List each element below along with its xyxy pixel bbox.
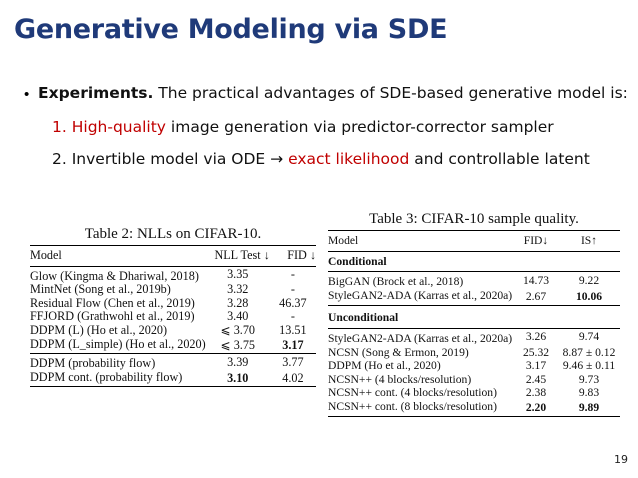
list-item-2: 2. Invertible model via ODE → exact like… (52, 150, 590, 168)
list-text: image generation via predictor-corrector… (165, 118, 554, 136)
table-cell: StyleGAN2-ADA (Karras et al., 2020a) (328, 288, 514, 307)
table-cell: DDPM (Ho et al., 2020) (328, 359, 441, 373)
table-body-group-1: Glow (Kingma & Dhariwal, 2018) 3.35 - Mint… (30, 266, 316, 354)
column-header: FID ↓ (269, 245, 316, 267)
table-cell: - (290, 282, 295, 297)
table-cell: 2.20 (514, 399, 558, 417)
table-cell: 10.06 (558, 288, 620, 307)
table-body-group-2: DDPM (probability flow) 3.39 3.77 DDPM con… (30, 353, 316, 388)
table-cell: 3.17 (525, 359, 547, 373)
page-number: 19 (614, 453, 628, 466)
table-row: DDPM (probability flow) 3.39 3.77 (30, 353, 316, 371)
table-row: StyleGAN2-ADA (Karras et al., 2020a) 3.26… (328, 328, 620, 345)
table-cell: 25.32 (522, 345, 550, 359)
bullet-dot: • (24, 86, 30, 103)
table-cell: 9.74 (578, 330, 600, 344)
table-cell: MintNet (Song et al., 2019b) (30, 282, 171, 297)
table-cell: NCSN++ (4 blocks/resolution) (328, 372, 472, 386)
table-2: Table 2: NLLs on CIFAR-10. Model NLL Tes… (30, 226, 316, 388)
table-cell: 3.77 (269, 353, 316, 371)
table-cell: ⩽ 3.70 (220, 322, 256, 337)
list-text: Invertible model via ODE → (71, 150, 289, 168)
table-cell: 3.32 (227, 282, 249, 297)
table-cell: 3.35 (227, 267, 249, 282)
highlight-text: High-quality (71, 118, 166, 136)
table-cell: Glow (Kingma & Dhariwal, 2018) (30, 268, 199, 283)
table-cell: - (290, 267, 295, 282)
table-cell: 46.37 (279, 295, 307, 310)
table-cell: 9.73 (578, 372, 600, 386)
table-cell: StyleGAN2-ADA (Karras et al., 2020a) (328, 331, 513, 345)
table-row: NCSN++ cont. (8 blocks/resolution) 2.20 9.… (328, 399, 620, 417)
list-text: and controllable latent (409, 150, 590, 168)
table-cell: FFJORD (Grathwohl et al., 2019) (30, 309, 195, 324)
column-header: NLL Test ↓ (205, 245, 270, 267)
table-cell: - (290, 309, 295, 324)
table-row: Glow (Kingma & Dhariwal, 2018) 3.35 - (30, 266, 316, 283)
highlight-text: exact likelihood (288, 150, 410, 168)
table-cell: 9.22 (578, 273, 600, 287)
table-cell: 2.45 (525, 372, 547, 386)
table-row: BigGAN (Brock et al., 2018) 14.73 9.22 (328, 272, 620, 289)
table-cell: NCSN++ cont. (8 blocks/resolution) (328, 399, 514, 417)
table-cell: 2.38 (525, 386, 547, 400)
slide-title: Generative Modeling via SDE (14, 14, 448, 45)
column-header: Model (30, 245, 206, 267)
column-header: IS↑ (558, 230, 620, 252)
table-cell: NCSN (Song & Ermon, 2019) (328, 345, 469, 359)
table-caption: Table 2: NLLs on CIFAR-10. (84, 226, 262, 242)
table-cell: Residual Flow (Chen et al., 2019) (30, 295, 195, 310)
sample-quality-table: Model FID↓ IS↑ Conditional BigGAN (Brock… (328, 230, 620, 417)
table-cell: 14.73 (522, 273, 550, 287)
table-cell: NCSN++ cont. (4 blocks/resolution) (328, 386, 497, 400)
table-cell: 2.67 (514, 288, 558, 307)
table-row: NCSN++ (4 blocks/resolution) 2.45 9.73 (328, 373, 620, 387)
section-row: Conditional (328, 251, 620, 273)
table-row: Residual Flow (Chen et al., 2019) 3.28 46.… (30, 295, 316, 311)
nll-table: Model NLL Test ↓ FID ↓ Glow (Kingma & Dh… (30, 245, 316, 388)
table-cell: DDPM (L) (Ho et al., 2020) (30, 322, 168, 337)
table-cell: 3.10 (205, 370, 270, 388)
table-row: MintNet (Song et al., 2019b) 3.32 - (30, 283, 316, 297)
table-caption: Table 3: CIFAR-10 sample quality. (369, 211, 579, 227)
table-cell: 9.46 ± 0.11 (562, 359, 616, 373)
column-header: Model (328, 230, 514, 252)
table-3: Table 3: CIFAR-10 sample quality. Model … (328, 211, 620, 417)
table-cell: 13.51 (279, 322, 307, 337)
table-cell: BigGAN (Brock et al., 2018) (328, 275, 464, 289)
table-cell: DDPM (L_simple) (Ho et al., 2020) (30, 336, 206, 351)
table-cell: ⩽ 3.75 (220, 337, 256, 352)
section-label: Conditional (328, 251, 620, 273)
table-cell: 4.02 (269, 370, 316, 388)
table-header-row: Model FID↓ IS↑ (328, 230, 620, 252)
section-label: Unconditional (328, 305, 620, 329)
list-num: 1. (52, 118, 67, 136)
table-cell: 3.26 (525, 330, 547, 344)
bullet-text: The practical advantages of SDE-based ge… (153, 84, 628, 102)
section-row: Unconditional (328, 305, 620, 329)
table-cell: 3.28 (227, 295, 249, 310)
table-cell: 3.17 (282, 337, 304, 352)
table-cell: 3.39 (205, 353, 270, 371)
table-row: NCSN (Song & Ermon, 2019) 25.32 8.87 ± 0.1… (328, 346, 620, 360)
table-cell: 9.83 (578, 386, 600, 400)
table-row: DDPM cont. (probability flow) 3.10 4.02 (30, 370, 316, 388)
table-cell: 9.89 (558, 399, 620, 417)
table-row: DDPM (Ho et al., 2020) 3.17 9.46 ± 0.11 (328, 359, 620, 373)
table-row: StyleGAN2-ADA (Karras et al., 2020a) 2.67… (328, 288, 620, 307)
bullet-experiments: Experiments. The practical advantages of… (38, 84, 628, 102)
table-row: DDPM (L) (Ho et al., 2020) ⩽ 3.70 13.51 (30, 322, 316, 338)
table-cell: 8.87 ± 0.12 (562, 345, 616, 359)
table-row: NCSN++ cont. (4 blocks/resolution) 2.38 9.… (328, 386, 620, 400)
table-cell: 3.40 (227, 309, 249, 324)
table-header-row: Model NLL Test ↓ FID ↓ (30, 245, 316, 267)
column-header: FID↓ (514, 230, 558, 252)
list-item-1: 1. High-quality image generation via pre… (52, 118, 554, 136)
table-cell: DDPM (probability flow) (30, 353, 206, 371)
bullet-head: Experiments. (38, 84, 154, 102)
table-row: FFJORD (Grathwohl et al., 2019) 3.40 - (30, 310, 316, 324)
list-num: 2. (52, 150, 67, 168)
table-row: DDPM (L_simple) (Ho et al., 2020) ⩽ 3.75 3… (30, 336, 316, 354)
table-cell: DDPM cont. (probability flow) (30, 370, 206, 388)
